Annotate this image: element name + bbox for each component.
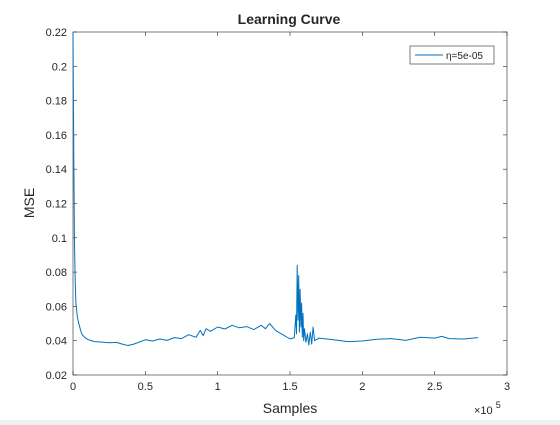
x-axis-exponent-base: ×10 bbox=[474, 405, 493, 417]
y-tick-label: 0.06 bbox=[46, 301, 67, 313]
x-tick-label: 1 bbox=[215, 381, 221, 393]
y-tick-label: 0.04 bbox=[46, 336, 67, 348]
legend: η=5e-05 bbox=[409, 45, 495, 65]
plot-area bbox=[72, 31, 508, 376]
y-tick-label: 0.22 bbox=[46, 27, 67, 39]
legend-label: η=5e-05 bbox=[446, 51, 483, 62]
y-axis-ticks: 0.02 0.04 0.06 0.08 0.1 0.12 0.14 0.16 0.18 0.2 0.… bbox=[46, 27, 507, 382]
y-tick-label: 0.1 bbox=[52, 233, 67, 245]
x-axis-label: Samples bbox=[263, 400, 317, 416]
y-tick-label: 0.18 bbox=[46, 96, 67, 108]
y-tick-label: 0.02 bbox=[46, 370, 67, 382]
x-tick-label: 2 bbox=[359, 381, 365, 393]
x-tick-label: 3 bbox=[504, 381, 510, 393]
y-tick-label: 0.16 bbox=[46, 130, 67, 142]
legend-box bbox=[409, 45, 495, 65]
y-tick-label: 0.08 bbox=[46, 267, 67, 279]
x-axis-exponent: ×10 5 bbox=[474, 400, 501, 417]
series-group bbox=[72, 31, 479, 346]
chart-title: Learning Curve bbox=[238, 11, 341, 27]
series-line bbox=[72, 31, 479, 346]
y-tick-label: 0.2 bbox=[52, 61, 67, 73]
y-tick-label: 0.12 bbox=[46, 199, 67, 211]
y-axis-label: MSE bbox=[21, 188, 37, 218]
x-tick-label: 0 bbox=[70, 381, 76, 393]
x-tick-label: 0.5 bbox=[138, 381, 153, 393]
x-axis-exponent-power: 5 bbox=[496, 400, 501, 410]
y-tick-label: 0.14 bbox=[46, 164, 67, 176]
x-axis-ticks: 0 0.5 1 1.5 2 2.5 3 bbox=[70, 32, 510, 393]
x-tick-label: 2.5 bbox=[427, 381, 442, 393]
x-tick-label: 1.5 bbox=[282, 381, 297, 393]
